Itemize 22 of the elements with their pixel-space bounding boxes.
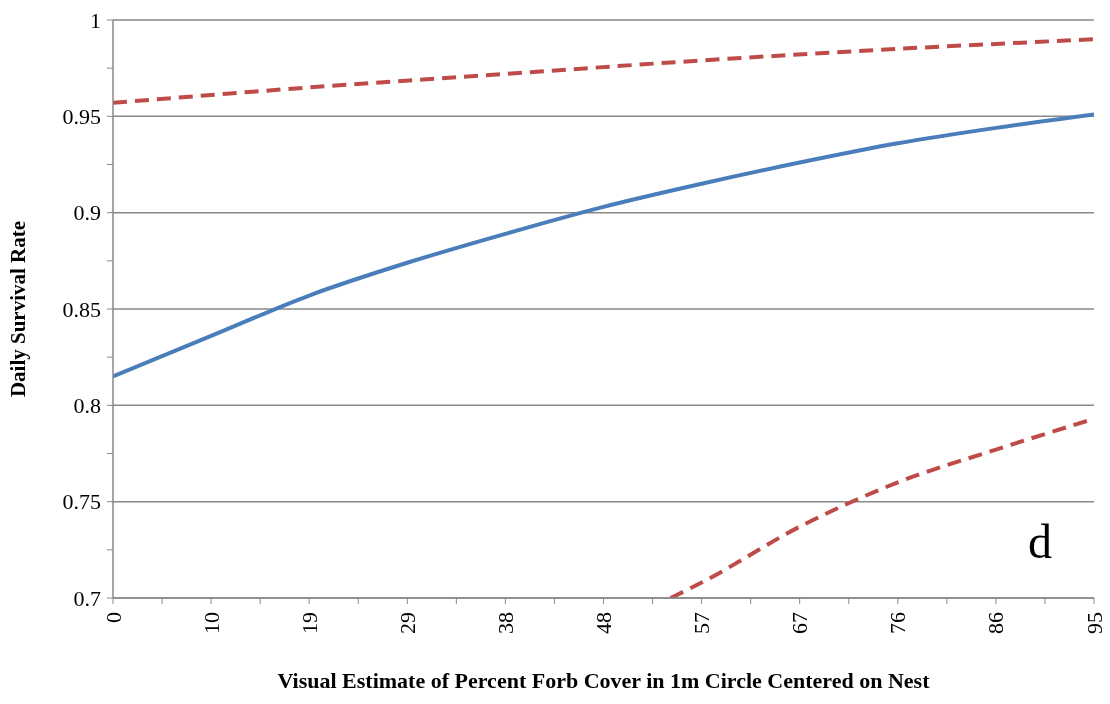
x-tick-label: 19 — [296, 612, 322, 634]
x-tick-label: 86 — [983, 612, 1009, 634]
y-tick-label: 0.9 — [73, 200, 101, 226]
y-tick-label: 0.95 — [62, 103, 101, 129]
x-tick-label: 67 — [787, 612, 813, 634]
x-tick-label: 38 — [492, 612, 518, 634]
x-tick-label: 48 — [591, 612, 616, 634]
x-tick-label: 29 — [394, 612, 420, 634]
annotation: d — [1028, 515, 1052, 568]
y-tick-label: 0.75 — [62, 489, 101, 515]
x-tick-label: 0 — [100, 612, 126, 623]
x-tick-label: 95 — [1081, 612, 1107, 634]
line-series — [113, 37, 1094, 105]
x-axis-title: Visual Estimate of Percent Forb Cover in 1m Circle Centered on Nest — [277, 668, 931, 693]
y-tick-label: 1 — [90, 7, 101, 33]
y-tick-label: 0.8 — [73, 392, 101, 418]
x-tick-label: 57 — [689, 612, 715, 634]
x-tick-label: 10 — [198, 612, 224, 634]
x-tick-label: 76 — [885, 612, 911, 634]
y-axis-title: Daily Survival Rate — [6, 220, 31, 398]
y-tick-label: 0.7 — [73, 585, 101, 611]
y-tick-label: 0.85 — [62, 296, 101, 322]
